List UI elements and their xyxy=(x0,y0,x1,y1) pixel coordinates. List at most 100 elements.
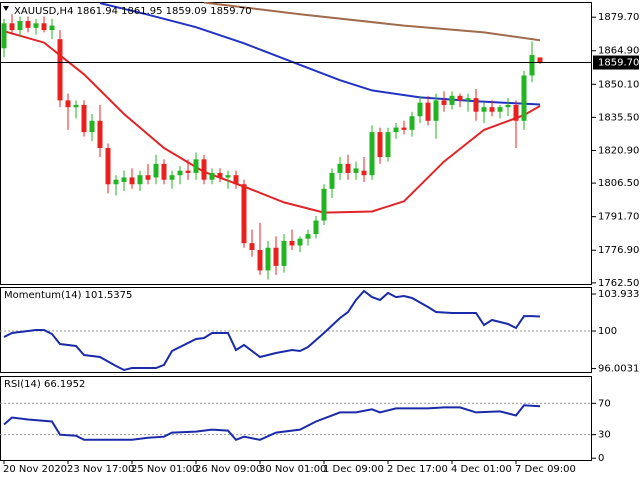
x-tick-label: 30 Nov 01:00 xyxy=(259,464,326,475)
candle-body xyxy=(185,170,191,173)
candle-body xyxy=(153,163,159,178)
moving-average xyxy=(99,2,541,106)
candle-body xyxy=(305,234,311,239)
candle-body xyxy=(65,100,71,108)
candle-body xyxy=(345,163,351,173)
x-tick-label: 20 Nov 2020 xyxy=(3,464,67,475)
plot-area xyxy=(0,289,592,372)
candle-body xyxy=(17,21,23,31)
indicator-line xyxy=(3,404,541,441)
candle-body xyxy=(137,175,143,185)
y-tick-label: 1820.90 xyxy=(598,145,639,156)
y-tick-label: 1762.50 xyxy=(598,278,639,289)
candle-body xyxy=(417,102,423,117)
y-tick-label: 1850.10 xyxy=(598,79,639,90)
moving-average xyxy=(3,30,541,214)
candle-body xyxy=(129,177,135,185)
moving-average xyxy=(203,2,541,42)
candle-body xyxy=(217,172,223,178)
panel-frame xyxy=(0,287,592,373)
candle-body xyxy=(209,172,215,180)
panel-frame xyxy=(0,2,592,285)
plot-area xyxy=(0,402,592,441)
candle-body xyxy=(369,132,375,176)
candle-body xyxy=(1,23,7,49)
candle-body xyxy=(169,175,175,180)
candle-body xyxy=(361,170,367,176)
candle-body xyxy=(193,159,199,173)
candle-body xyxy=(457,95,463,101)
y-tick-label: 103.9333 xyxy=(598,289,640,300)
panel-frame xyxy=(0,376,592,461)
candle-body xyxy=(481,107,487,112)
y-tick-label: 96.0031 xyxy=(598,364,639,375)
candle-body xyxy=(337,163,343,173)
candle-body xyxy=(529,55,535,76)
candle-body xyxy=(121,177,127,182)
y-tick-label: 70 xyxy=(598,398,611,409)
x-tick-label: 4 Dec 01:00 xyxy=(451,464,512,475)
candle-body xyxy=(409,116,415,130)
last-price-label: 1859.70 xyxy=(598,58,639,69)
candle-body xyxy=(353,168,359,173)
candle-body xyxy=(97,120,103,148)
candle-body xyxy=(177,170,183,176)
candle-body xyxy=(521,75,527,121)
y-tick-label: 1879.70 xyxy=(598,12,639,23)
candle-body xyxy=(473,98,479,112)
candle-body xyxy=(33,23,39,28)
collapse-icon xyxy=(3,6,9,11)
candle-body xyxy=(513,104,519,121)
y-tick-label: 0 xyxy=(598,453,604,464)
y-tick-label: 1864.90 xyxy=(598,46,639,57)
candle-body xyxy=(329,172,335,189)
candle-body xyxy=(377,132,383,158)
candle-body xyxy=(433,100,439,121)
candle-body xyxy=(145,175,151,180)
candle-body xyxy=(401,127,407,130)
candle-body xyxy=(201,159,207,180)
y-tick-label: 30 xyxy=(598,430,611,441)
candle-body xyxy=(497,107,503,112)
candle-body xyxy=(441,100,447,105)
candle-body xyxy=(113,179,119,185)
candle-body xyxy=(25,21,31,28)
candle-body xyxy=(233,175,239,185)
candle-body xyxy=(57,39,63,101)
candle-body xyxy=(49,25,55,31)
y-tick-label: 1791.70 xyxy=(598,212,639,223)
x-tick-label: 2 Dec 17:00 xyxy=(387,464,448,475)
panel-title: XAUUSD,H4 1861.94 1861.95 1859.09 1859.7… xyxy=(14,6,252,17)
x-tick-label: 7 Dec 09:00 xyxy=(515,464,576,475)
candle-body xyxy=(41,23,47,31)
candle-body xyxy=(281,240,287,266)
x-tick-label: 25 Nov 01:00 xyxy=(131,464,198,475)
y-tick-label: 1806.50 xyxy=(598,178,639,189)
y-tick-label: 1776.90 xyxy=(598,245,639,256)
candle-body xyxy=(313,220,319,235)
candle-body xyxy=(273,247,279,266)
candle-body xyxy=(289,240,295,246)
candle-body xyxy=(505,104,511,108)
indicator-line xyxy=(3,289,541,372)
candle-body xyxy=(321,188,327,221)
candle-body xyxy=(385,132,391,158)
last-price-box xyxy=(593,55,639,70)
x-tick-label: 23 Nov 17:00 xyxy=(67,464,134,475)
candle-body xyxy=(9,23,15,31)
panel-title: Momentum(14) 101.5375 xyxy=(4,290,132,301)
candle-body xyxy=(393,127,399,133)
candle-body xyxy=(297,238,303,246)
y-tick-label: 1835.50 xyxy=(598,112,639,123)
candle-body xyxy=(81,104,87,133)
panel-title: RSI(14) 66.1952 xyxy=(4,379,85,390)
candle-body xyxy=(89,120,95,133)
candle-body xyxy=(161,163,167,180)
candle-body xyxy=(537,57,543,63)
candle-body xyxy=(225,175,231,178)
y-tick-label: 100 xyxy=(598,326,617,337)
candle-body xyxy=(465,98,471,101)
candle-body xyxy=(73,104,79,108)
